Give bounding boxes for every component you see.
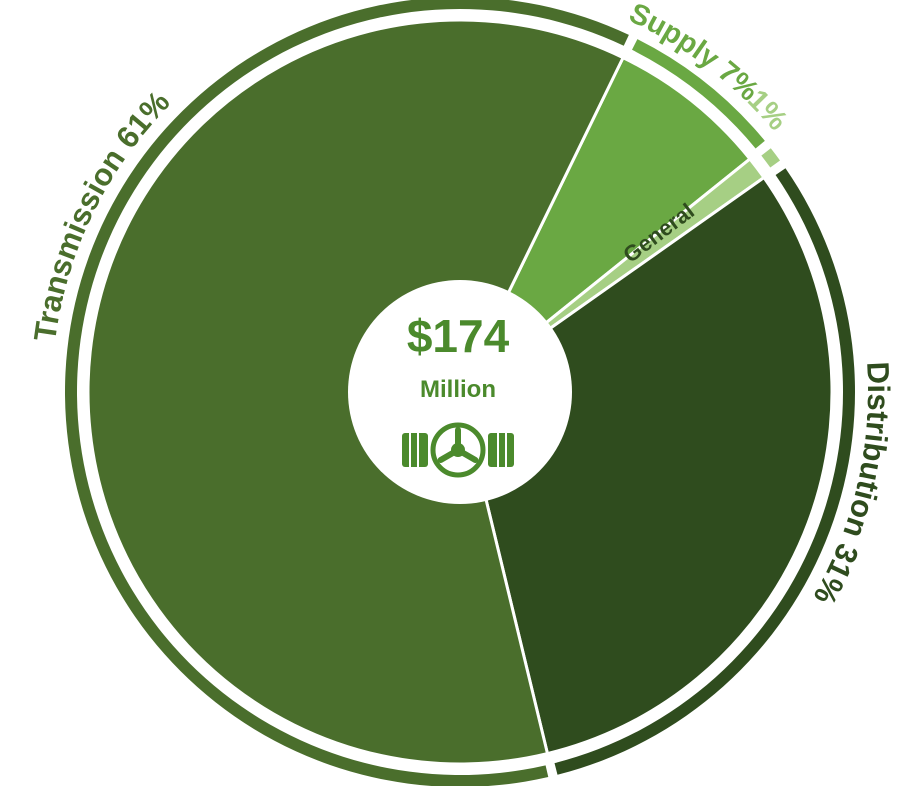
center-value: $174	[407, 310, 510, 362]
ring-segment-general	[761, 148, 780, 167]
pipe-right	[488, 433, 514, 467]
center-unit: Million	[420, 376, 496, 403]
center-layer: $174 Million	[348, 280, 572, 504]
pipe-left	[402, 433, 428, 467]
